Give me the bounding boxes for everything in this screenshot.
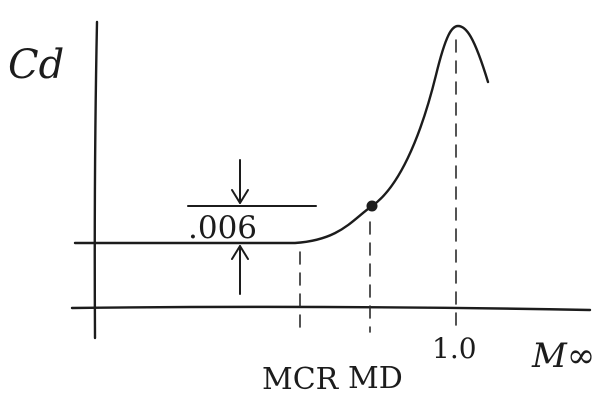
increment-indicator: .006	[187, 159, 317, 295]
down-arrow-head	[231, 189, 249, 204]
axes	[70, 20, 592, 340]
y-axis	[93, 20, 99, 340]
drag-divergence-point	[366, 200, 378, 212]
x-axis	[70, 305, 592, 312]
critical-mach-label: MCR	[262, 362, 340, 397]
increment-label: .006	[188, 210, 257, 246]
drag-divergence-mach-label: MD	[348, 361, 403, 396]
mach-one-label: 1.0	[432, 332, 477, 365]
x-axis-label: M∞	[531, 336, 595, 376]
y-axis-label: Cd	[8, 42, 64, 88]
drag-curve	[73, 24, 490, 245]
guide-lines	[299, 39, 457, 333]
up-arrow-head	[231, 245, 249, 260]
